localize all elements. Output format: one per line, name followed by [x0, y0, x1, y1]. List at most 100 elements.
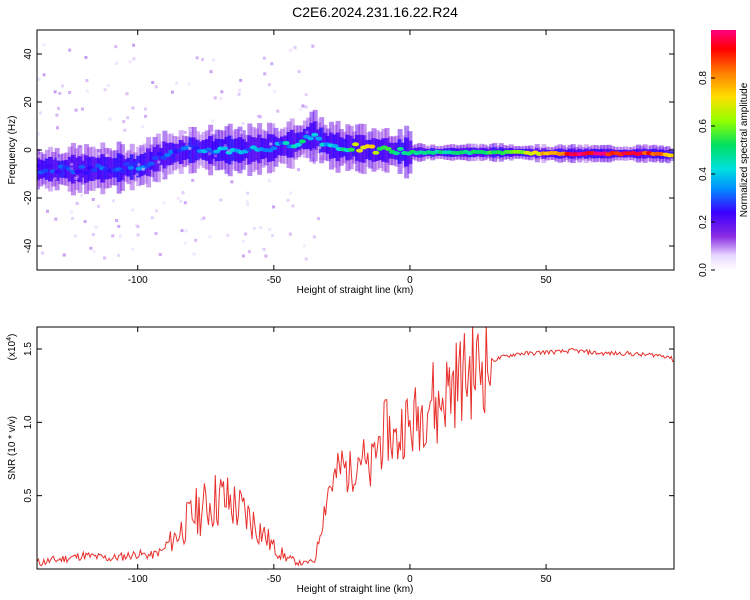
spectrogram-core-cell [51, 159, 57, 179]
spectrogram-core-cell [146, 148, 152, 177]
spectrogram-speckle [219, 97, 223, 101]
spectrogram-speckle [311, 154, 315, 158]
spectrogram-speckle [239, 78, 243, 82]
spectrogram-speckle [138, 145, 142, 149]
spectrogram-speckle [131, 106, 135, 110]
snr-y-label: SNR (10 * v/v) [7, 416, 18, 480]
spectrogram-core-cell [123, 159, 129, 176]
spectrogram-speckle [141, 167, 145, 171]
spectrogram-speckle [123, 128, 127, 132]
snr-x-label: Height of straight line (km) [297, 584, 414, 595]
spectrogram-ridge-point [347, 147, 355, 152]
spectrogram-ridge-point [307, 136, 315, 141]
snr-scale-base: (x104) [6, 334, 18, 361]
spectrogram-ridge-point [298, 139, 306, 144]
spectrogram-ridge-point [396, 146, 404, 151]
spectrogram-speckle [226, 233, 230, 237]
spectrogram-speckle [263, 72, 267, 76]
spectrogram-speckle [125, 92, 129, 96]
y-tick-label: 1.0 [23, 415, 34, 429]
spectrogram-core-cell [345, 134, 351, 161]
y-tick-label: 20 [23, 96, 34, 108]
spectrogram-speckle [97, 152, 101, 156]
spectrogram-speckle [53, 90, 57, 94]
spectrogram-speckle [53, 177, 57, 181]
spectrogram-speckle [54, 217, 58, 221]
colorbar-tick-label: 0.2 [698, 215, 709, 229]
spectrogram-speckle [97, 204, 101, 208]
colorbar-tick-label: 0.4 [698, 167, 709, 181]
y-tick-label: -20 [23, 190, 34, 205]
spectrogram-speckle [181, 191, 185, 195]
spectrogram-ridge-point [352, 142, 359, 147]
spectrogram-speckle [291, 204, 295, 208]
spectrogram-speckle [312, 235, 316, 239]
spectrogram-speckle [194, 238, 198, 242]
spectrogram-axes: -100 -50 0 50 -40 -20 0 20 40 [23, 30, 674, 286]
spectrogram-speckle [214, 154, 218, 158]
spectrogram-core-cell [280, 136, 285, 156]
spectrogram-ridge-point [372, 150, 380, 155]
spectrogram-speckle [304, 93, 308, 97]
spectrogram-speckle [175, 81, 179, 85]
colorbar-ramp [711, 30, 736, 270]
spectrogram-ridge-point [392, 151, 400, 156]
spectrogram-speckle [136, 233, 140, 237]
spectrogram-speckle [126, 116, 130, 120]
snr-scale-exp: 4 [6, 337, 13, 341]
spectrogram-speckle [219, 198, 223, 202]
spectrogram-speckle [304, 105, 308, 109]
spectrogram-speckle [70, 162, 74, 166]
spectrogram-core-cell [266, 134, 272, 162]
spectrogram-core-cell [57, 160, 63, 178]
spectrogram-core-cell [289, 129, 295, 158]
spectrogram-speckle [312, 148, 316, 152]
colorbar: 0.0 0.2 0.4 0.6 0.8 Normalized spectral ampl… [698, 30, 750, 277]
spectrogram-speckle [55, 113, 59, 117]
spectrogram-core-cell [191, 137, 197, 163]
spectrogram-panel: -100 -50 0 50 -40 -20 0 20 40 Height of straight… [7, 29, 675, 296]
spectrogram-speckle [117, 224, 121, 228]
spectrogram-speckle [270, 62, 274, 66]
spectrogram-speckle [264, 254, 268, 258]
spectrogram-speckle [78, 145, 82, 149]
spectrogram-speckle [239, 130, 243, 134]
spectrogram-ridge-point [221, 146, 229, 151]
spectrogram-core-cell [84, 155, 89, 183]
spectrogram-speckle [213, 96, 217, 100]
x-tick-label: -100 [128, 275, 148, 286]
spectrogram-speckle [114, 45, 118, 49]
spectrogram-ridge-point [670, 153, 674, 158]
spectrogram-speckle [117, 253, 121, 257]
y-tick-label: -40 [23, 238, 34, 253]
spectrogram-speckle [37, 77, 41, 81]
spectrogram-speckle [68, 90, 72, 94]
spectrogram-core-cell [113, 158, 119, 178]
spectrogram-speckle [297, 70, 301, 74]
spectrogram-core-cell [371, 138, 377, 162]
spectrogram-speckle [106, 84, 110, 88]
spectrogram-speckle [70, 216, 74, 220]
spectrogram-speckle [42, 43, 46, 47]
spectrogram-speckle [188, 128, 192, 132]
spectrogram-ridge-point [205, 147, 212, 152]
spectrogram-speckle [74, 234, 78, 238]
spectrogram-ridge-point [123, 162, 131, 167]
spectrogram-speckle [89, 246, 93, 250]
spectrogram-speckle [91, 197, 95, 201]
spectrogram-speckle [209, 70, 213, 74]
spectrogram-core-cell [70, 154, 76, 184]
spectrogram-speckle [92, 249, 96, 253]
x-tick-label: -50 [267, 574, 282, 585]
snr-scale-label: (x104) [6, 334, 18, 361]
spectrogram-core-cell [368, 139, 374, 161]
spectrogram-speckle [132, 43, 136, 47]
x-tick-label: 50 [540, 574, 552, 585]
snr-axes: -100 -50 0 50 0.5 1.0 1.5 [23, 327, 674, 585]
spectrogram-core-cell [250, 137, 256, 162]
spectrogram-speckle [58, 91, 62, 95]
spectrogram-core-cell [348, 135, 354, 160]
x-tick-label: 0 [407, 275, 413, 286]
y-tick-label: 0.5 [23, 488, 34, 502]
spectrogram-speckle [154, 85, 158, 89]
